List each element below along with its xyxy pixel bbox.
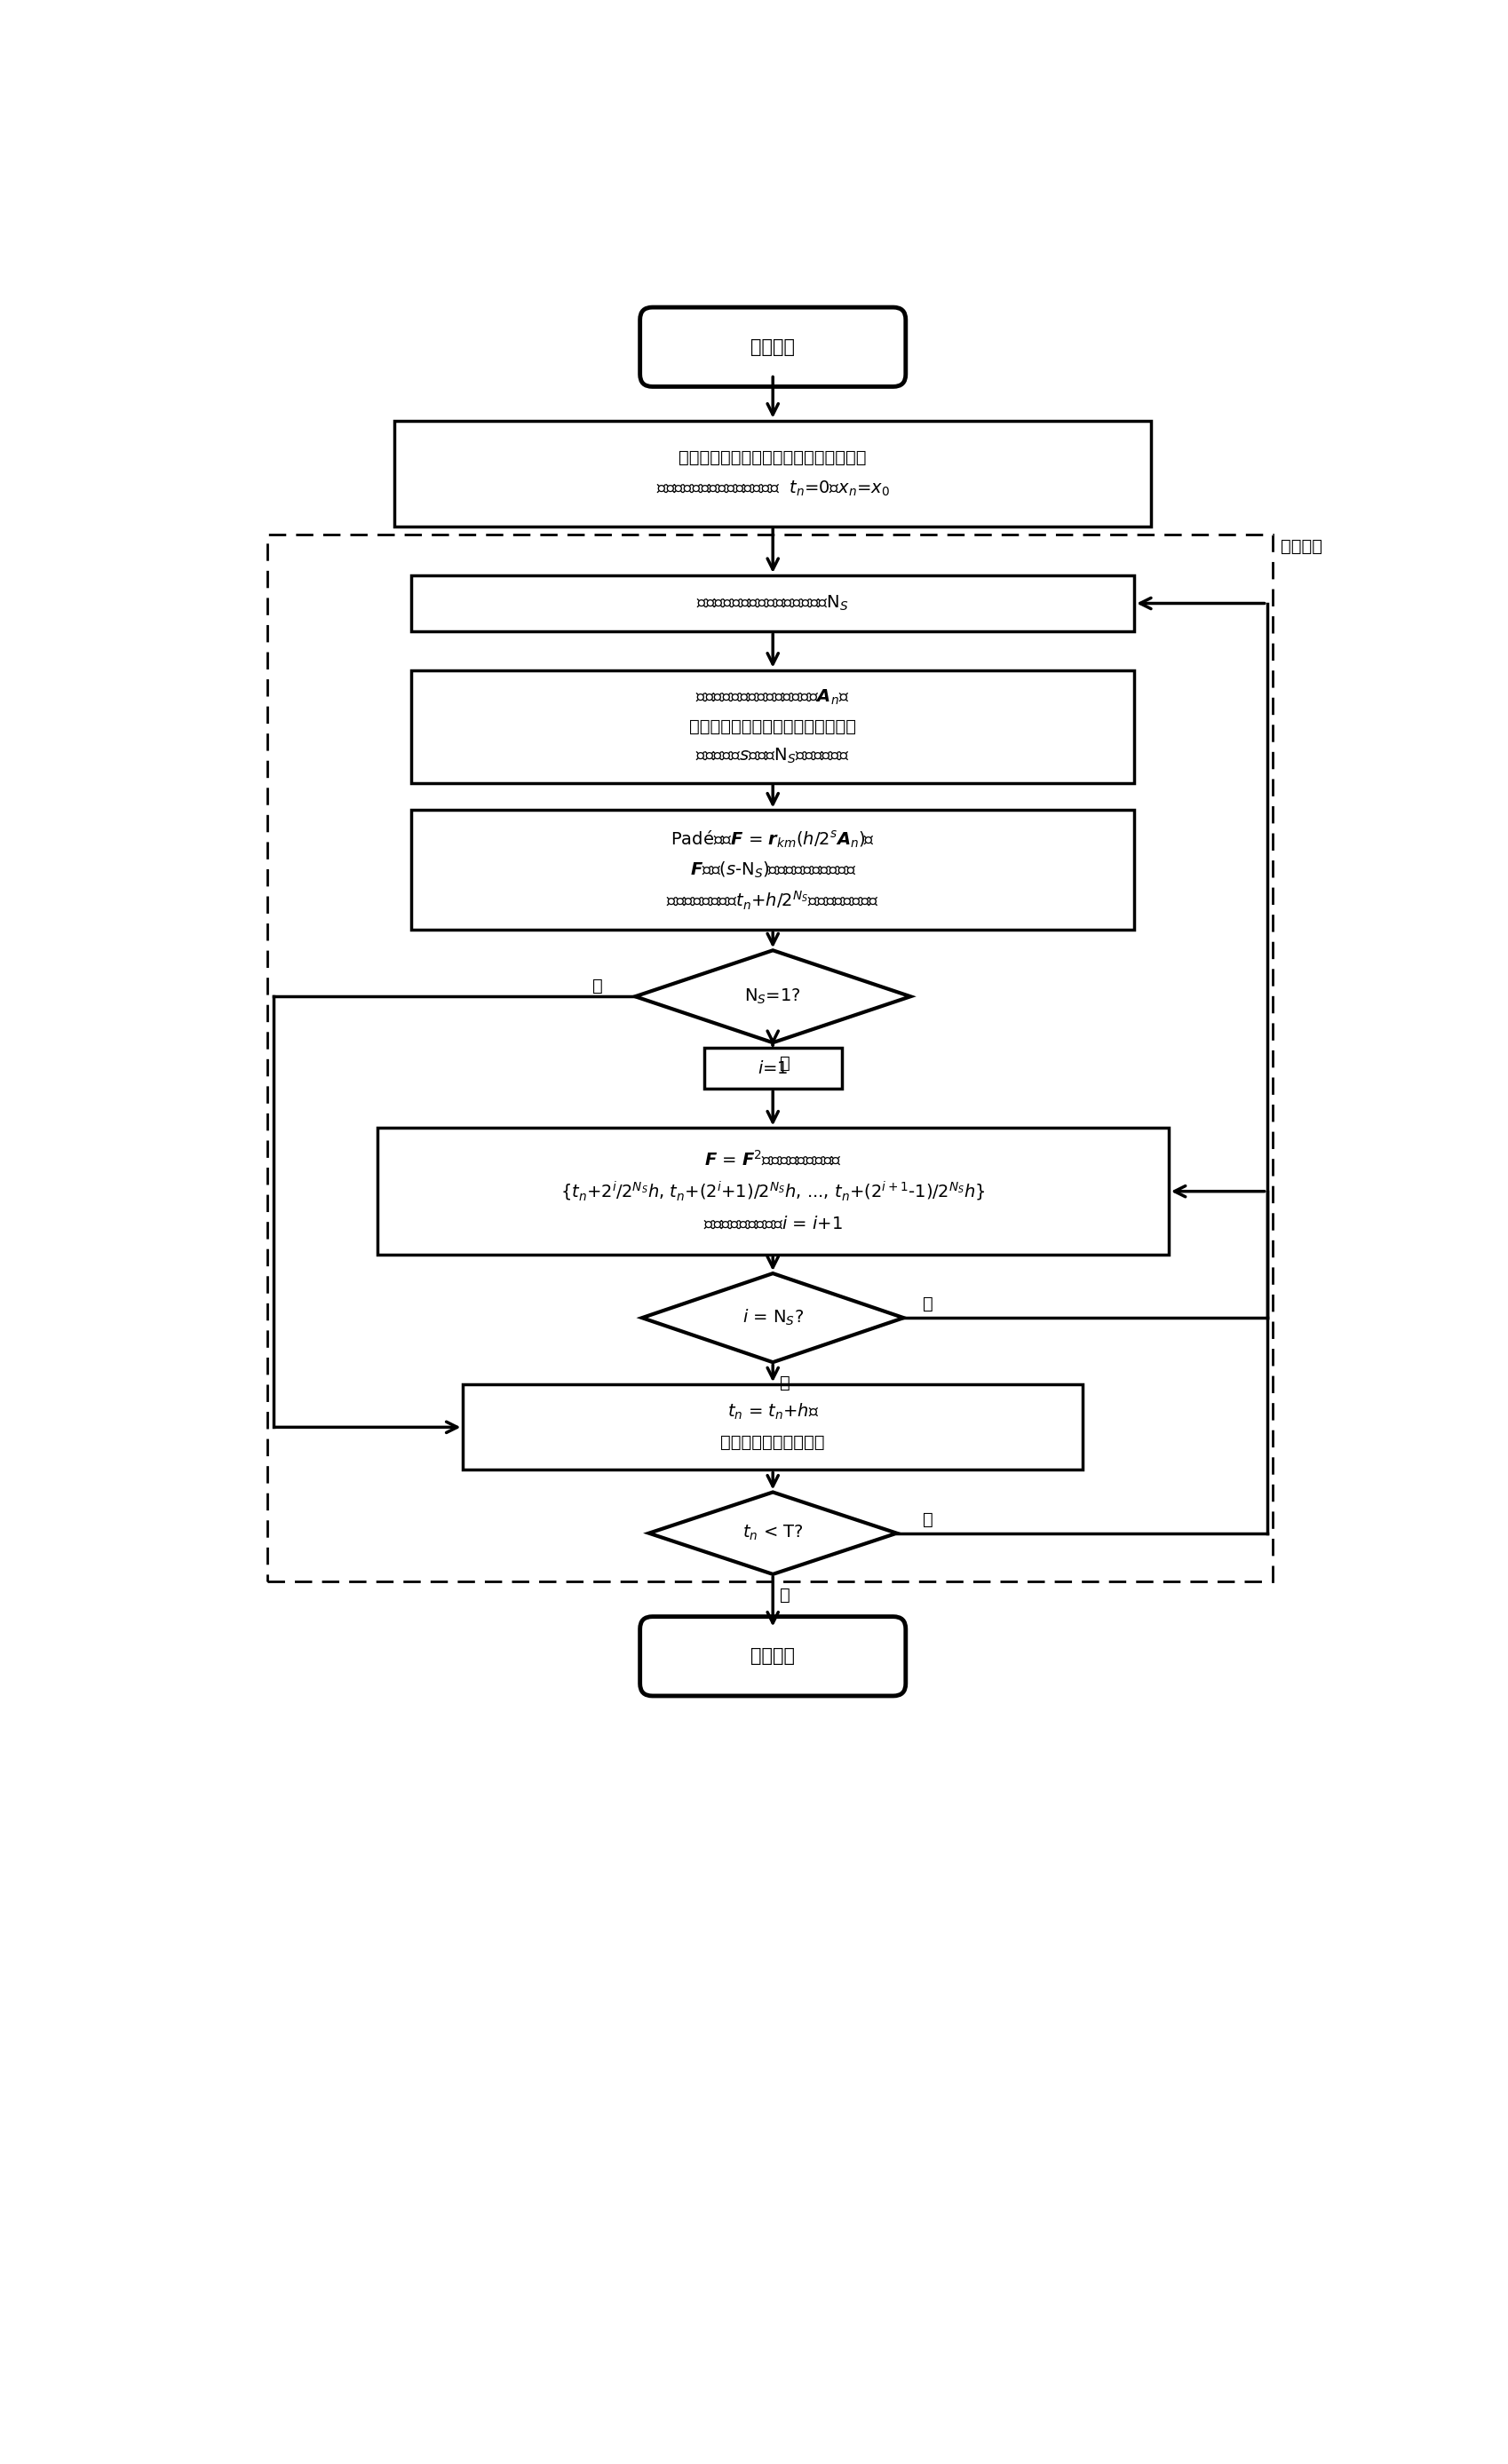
Text: 仿真开始: 仿真开始 bbox=[751, 338, 795, 355]
Text: $i$=1: $i$=1 bbox=[757, 1060, 789, 1077]
Polygon shape bbox=[648, 1493, 897, 1574]
Bar bbox=[377, 1129, 1169, 1254]
Text: $i$ = N$_S$?: $i$ = N$_S$? bbox=[742, 1308, 804, 1328]
Text: 确定矩阵指数计算过程可用的连续平: 确定矩阵指数计算过程可用的连续平 bbox=[689, 717, 857, 734]
Text: 否: 否 bbox=[780, 1587, 790, 1604]
Text: 方环节个数$s$，并对N$_S$进行必要调整: 方环节个数$s$，并对N$_S$进行必要调整 bbox=[695, 747, 851, 766]
Text: 采用矩阵指数方法形成状态矩阵$\boldsymbol{A}_n$，: 采用矩阵指数方法形成状态矩阵$\boldsymbol{A}_n$， bbox=[695, 687, 851, 707]
Text: 是: 是 bbox=[593, 978, 603, 995]
Text: 读取算例输入文件，建立待研究电力系统: 读取算例输入文件，建立待研究电力系统 bbox=[679, 448, 867, 466]
Bar bbox=[463, 1385, 1083, 1471]
Text: $\boldsymbol{F}$进行($s$-N$_S$)次无输出的连续平方，: $\boldsymbol{F}$进行($s$-N$_S$)次无输出的连续平方， bbox=[689, 860, 857, 880]
Bar bbox=[412, 670, 1134, 784]
Text: 否: 否 bbox=[780, 1055, 790, 1072]
Polygon shape bbox=[635, 951, 911, 1042]
Text: $t_n$ < T?: $t_n$ < T? bbox=[742, 1523, 804, 1542]
Text: 矩阵向量乘积得到$t_n$+$h$/2$^{N_S}$时刻状态向量的值: 矩阵向量乘积得到$t_n$+$h$/2$^{N_S}$时刻状态向量的值 bbox=[667, 890, 879, 912]
Text: 设定进行稠密输出的平方环节个数N$_S$: 设定进行稠密输出的平方环节个数N$_S$ bbox=[697, 594, 849, 614]
Text: $\boldsymbol{F}$ = $\boldsymbol{F}^2$，矩阵向量乘积得到: $\boldsymbol{F}$ = $\boldsymbol{F}^2$，矩阵… bbox=[704, 1151, 841, 1168]
Polygon shape bbox=[642, 1274, 903, 1363]
Text: Padé逼近$\boldsymbol{F}$ = $\boldsymbol{r}_{km}$($h$/2$^s$$\boldsymbol{A}_n$)，: Padé逼近$\boldsymbol{F}$ = $\boldsymbol{r}… bbox=[671, 828, 875, 850]
Text: 仿真结束: 仿真结束 bbox=[751, 1648, 795, 1666]
FancyBboxPatch shape bbox=[639, 1616, 906, 1695]
Text: $t_n$ = $t_n$+$h$，: $t_n$ = $t_n$+$h$， bbox=[727, 1402, 819, 1422]
Text: 的暂态仿真模型，系统初始化：  $t_n$=0，$x_n$=$x_0$: 的暂态仿真模型，系统初始化： $t_n$=0，$x_n$=$x_0$ bbox=[656, 480, 890, 498]
Text: 否: 否 bbox=[923, 1296, 933, 1313]
Bar bbox=[412, 811, 1134, 929]
Bar bbox=[394, 421, 1152, 527]
Text: 是: 是 bbox=[923, 1510, 933, 1528]
Bar bbox=[704, 1047, 841, 1089]
Text: 时步迭代: 时步迭代 bbox=[1280, 537, 1323, 554]
Text: 时刻状态向量的值，$i$ = $i$+1: 时刻状态向量的值，$i$ = $i$+1 bbox=[703, 1215, 843, 1232]
Text: 是: 是 bbox=[780, 1375, 790, 1392]
Text: N$_S$=1?: N$_S$=1? bbox=[745, 988, 801, 1005]
Bar bbox=[412, 574, 1134, 631]
Text: {$t_n$+2$^i$/2$^{N_S}h$, $t_n$+(2$^i$+1)/2$^{N_S}h$, ..., $t_n$+(2$^{i+1}$-1)/2$: {$t_n$+2$^i$/2$^{N_S}h$, $t_n$+(2$^i$+1)… bbox=[561, 1180, 985, 1202]
FancyBboxPatch shape bbox=[639, 308, 906, 387]
Bar bbox=[267, 535, 1273, 1582]
Text: 仿真向前推进一个步长: 仿真向前推进一个步长 bbox=[721, 1434, 825, 1451]
